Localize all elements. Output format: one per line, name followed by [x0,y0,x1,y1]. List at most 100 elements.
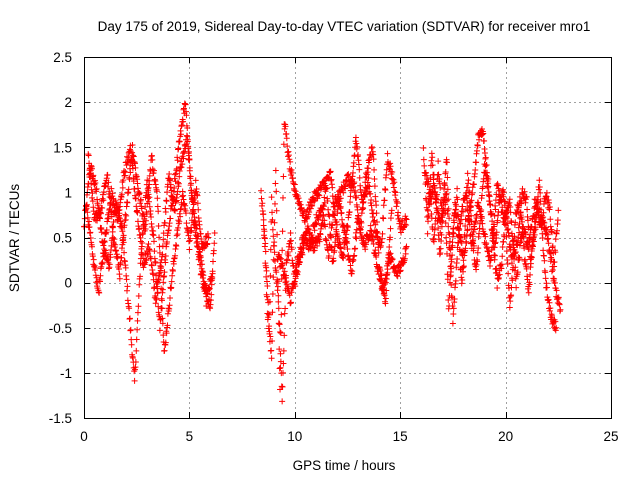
data-point [115,265,122,272]
data-point [265,314,272,321]
data-point [431,231,438,238]
data-point [281,310,288,317]
data-point [96,289,103,296]
data-point [543,189,550,196]
data-point [527,271,534,278]
series-sat-i [424,180,564,327]
data-point [134,309,141,316]
data-point [276,346,283,353]
data-point [288,299,295,306]
data-point [496,187,503,194]
data-point [281,268,288,275]
x-tick-label: 25 [603,429,618,444]
data-point [167,295,174,302]
data-point [176,173,183,180]
data-point [548,256,555,263]
data-point [268,194,275,201]
data-point [140,264,147,271]
data-point [313,220,320,227]
data-point [527,260,534,267]
data-point [156,234,163,241]
data-point [291,281,298,288]
data-point [204,240,211,247]
data-point [129,149,136,156]
data-point [473,159,480,166]
data-point [292,188,299,195]
data-point [451,209,458,216]
data-point [120,232,127,239]
data-point [482,154,489,161]
data-point [115,216,122,223]
data-point [260,222,267,229]
data-point [454,185,461,192]
data-point [479,183,486,190]
data-point [134,326,141,333]
data-point [540,247,547,254]
data-point [311,247,318,254]
data-point [521,245,528,252]
data-point [371,176,378,183]
data-point [169,202,176,209]
data-point [381,292,388,299]
data-point [546,203,553,210]
data-point [89,198,96,205]
data-point [88,186,95,193]
data-point [276,321,283,328]
data-point [367,222,374,229]
data-point [394,200,401,207]
data-point [169,272,176,279]
data-point [267,246,274,253]
x-tick-label: 15 [393,429,408,444]
data-point [537,189,544,196]
data-point [106,188,113,195]
data-point [477,208,484,215]
data-point [548,312,555,319]
data-point [279,369,286,376]
data-point [295,195,302,202]
data-point [362,246,369,253]
data-point [403,243,410,250]
data-point [105,259,112,266]
data-point [309,202,316,209]
data-point [199,274,206,281]
data-point [208,291,215,298]
data-point [109,228,116,235]
data-point [173,197,180,204]
data-point [109,223,116,230]
data-point [493,229,500,236]
data-point [203,302,210,309]
data-point [489,244,496,251]
data-point [259,200,266,207]
data-point [271,249,278,256]
data-point [150,276,157,283]
data-point [87,174,94,181]
data-point [464,226,471,233]
y-tick-label: 1.5 [53,140,72,155]
data-point [343,231,350,238]
data-point [269,226,276,233]
data-point [93,185,100,192]
data-point [172,207,179,214]
data-point [174,157,181,164]
data-point [85,180,92,187]
data-point [552,249,559,256]
data-point [106,261,113,268]
data-point [384,258,391,265]
data-point [384,150,391,157]
data-point [202,233,209,240]
chart-title: Day 175 of 2019, Sidereal Day-to-day VTE… [98,19,591,34]
data-point [455,225,462,232]
data-point [504,260,511,267]
data-point [182,202,189,209]
data-point [496,199,503,206]
data-point [180,155,187,162]
data-point [97,278,104,285]
data-point [382,279,389,286]
data-point [442,201,449,208]
data-point [527,231,534,238]
data-point [391,179,398,186]
data-point [552,236,559,243]
data-point [84,209,91,216]
data-point [464,207,471,214]
data-point [334,232,341,239]
